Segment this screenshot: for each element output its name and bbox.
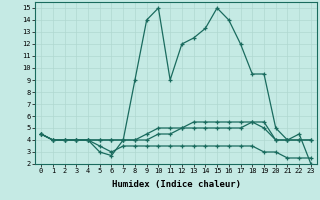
X-axis label: Humidex (Indice chaleur): Humidex (Indice chaleur) [111, 180, 241, 189]
